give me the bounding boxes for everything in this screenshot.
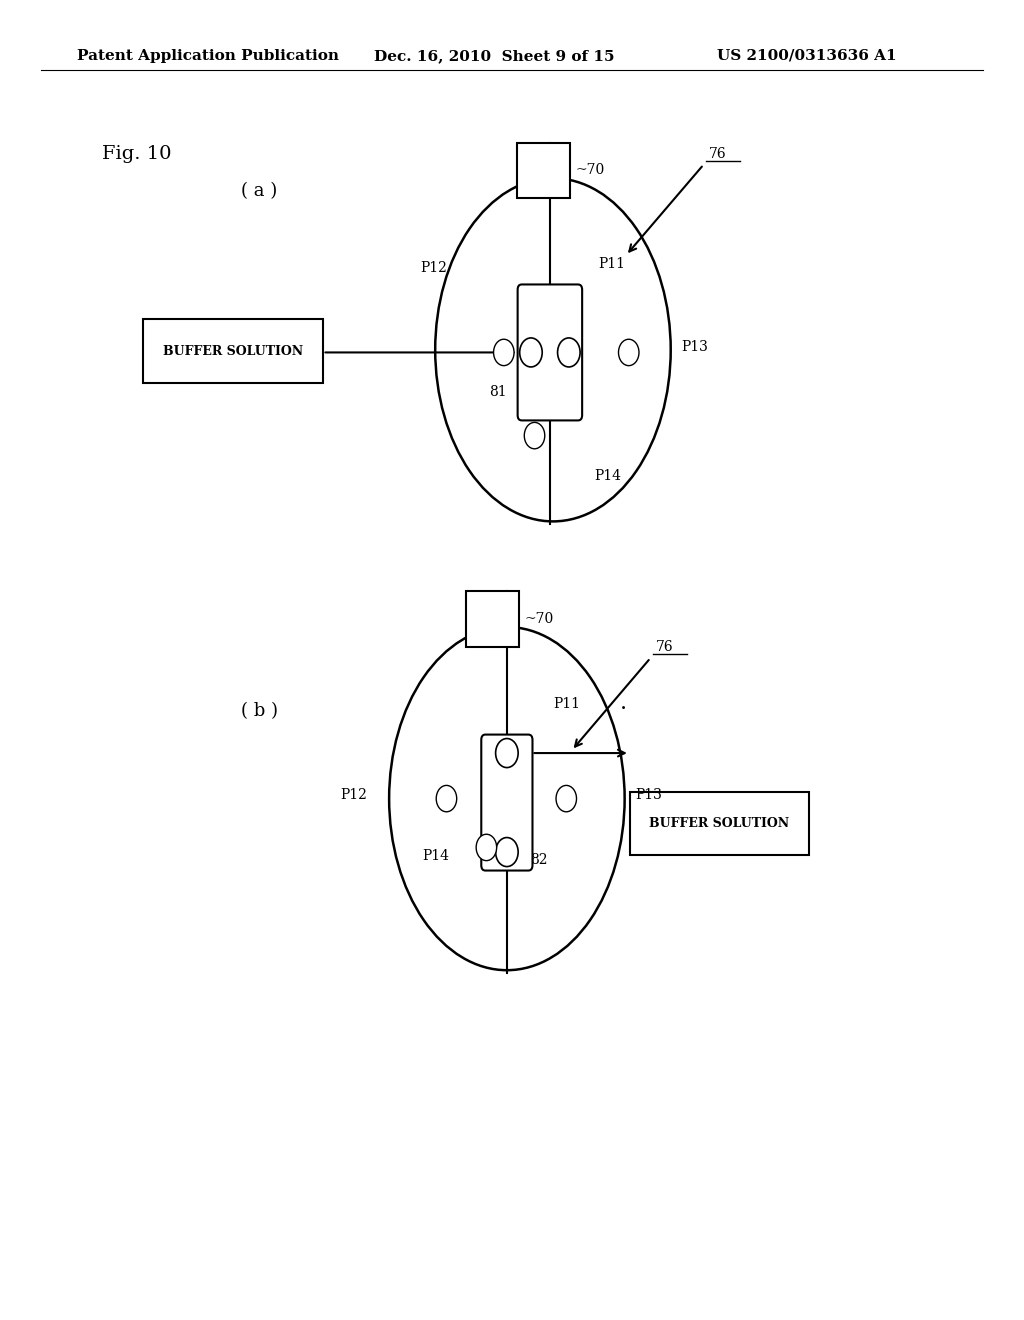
- FancyBboxPatch shape: [630, 792, 809, 855]
- Text: BUFFER SOLUTION: BUFFER SOLUTION: [163, 345, 303, 358]
- Circle shape: [496, 739, 518, 768]
- Circle shape: [618, 339, 639, 366]
- Text: 82: 82: [530, 853, 548, 867]
- Text: ( a ): ( a ): [241, 182, 276, 201]
- Text: .: .: [620, 692, 627, 714]
- Text: P11: P11: [598, 256, 625, 271]
- Text: ~70: ~70: [575, 164, 605, 177]
- Text: Patent Application Publication: Patent Application Publication: [77, 49, 339, 63]
- Text: P13: P13: [681, 341, 708, 354]
- Circle shape: [524, 422, 545, 449]
- FancyBboxPatch shape: [518, 285, 582, 420]
- Circle shape: [436, 785, 457, 812]
- Circle shape: [494, 339, 514, 366]
- Text: P11: P11: [553, 697, 580, 711]
- Text: P12: P12: [341, 788, 368, 801]
- FancyBboxPatch shape: [481, 734, 532, 871]
- FancyBboxPatch shape: [517, 143, 570, 198]
- Text: P13: P13: [635, 788, 662, 801]
- Text: 81: 81: [489, 384, 507, 399]
- Text: P14: P14: [594, 469, 621, 483]
- FancyBboxPatch shape: [466, 591, 519, 647]
- Text: Dec. 16, 2010  Sheet 9 of 15: Dec. 16, 2010 Sheet 9 of 15: [374, 49, 614, 63]
- Text: ( b ): ( b ): [241, 702, 278, 721]
- Text: P14: P14: [423, 849, 450, 863]
- Text: ~70: ~70: [524, 612, 554, 626]
- Text: 76: 76: [656, 640, 674, 655]
- Circle shape: [556, 785, 577, 812]
- Circle shape: [557, 338, 580, 367]
- Circle shape: [476, 834, 497, 861]
- Text: P12: P12: [421, 260, 447, 275]
- FancyBboxPatch shape: [143, 319, 323, 383]
- Text: BUFFER SOLUTION: BUFFER SOLUTION: [649, 817, 790, 830]
- Text: Fig. 10: Fig. 10: [102, 145, 172, 164]
- Text: US 2100/0313636 A1: US 2100/0313636 A1: [717, 49, 896, 63]
- Circle shape: [496, 837, 518, 866]
- Text: 76: 76: [709, 147, 727, 161]
- Circle shape: [520, 338, 543, 367]
